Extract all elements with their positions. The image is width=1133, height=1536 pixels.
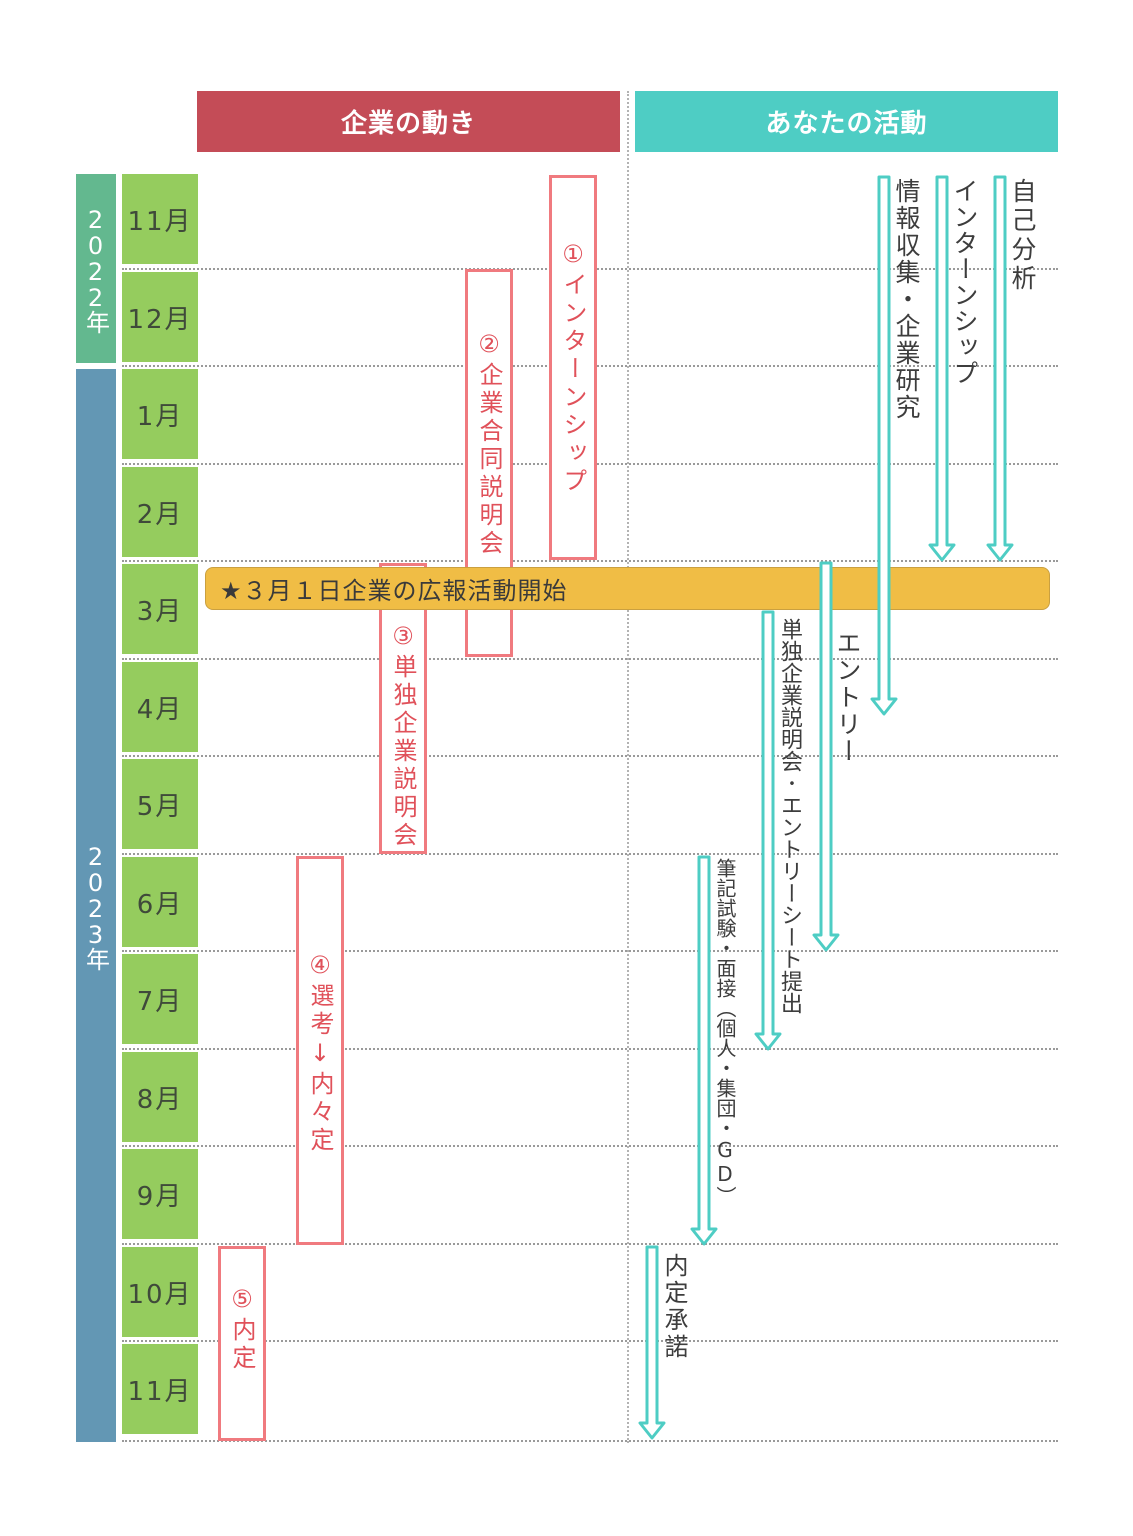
- column-divider: [627, 91, 629, 1443]
- month-cell: 3月: [122, 564, 198, 654]
- row-divider: [122, 1340, 1058, 1342]
- row-divider: [122, 950, 1058, 952]
- briefing-es-arrow-icon: [754, 610, 782, 1051]
- month-cell: 8月: [122, 1052, 198, 1142]
- month-cell: 5月: [122, 759, 198, 849]
- activity-self-analysis: 自己分析: [1008, 178, 1037, 294]
- row-divider: [122, 1440, 1058, 1442]
- company-step-internship: ①インターンシップ: [549, 175, 597, 560]
- row-divider: [122, 755, 1058, 757]
- exam-arrow-icon: [690, 855, 718, 1246]
- internship-arrow-icon: [928, 175, 956, 562]
- company-step-offer: ⑤内定: [218, 1246, 266, 1441]
- row-divider: [122, 1048, 1058, 1050]
- month-cell: 4月: [122, 662, 198, 752]
- row-divider: [122, 853, 1058, 855]
- month-cell: 2月: [122, 467, 198, 557]
- pr-start-banner: ★３月１日企業の広報活動開始: [205, 567, 1050, 610]
- entry-arrow-icon: [812, 561, 840, 952]
- company-step-selection: ④選考↓内々定: [296, 856, 344, 1245]
- row-divider: [122, 560, 1058, 562]
- month-cell: 6月: [122, 857, 198, 947]
- self-analysis-arrow-icon: [986, 175, 1014, 562]
- research-arrow-icon: [870, 175, 898, 716]
- activity-internship: インターンシップ: [950, 178, 979, 386]
- activity-entry: エントリー: [833, 630, 862, 765]
- year-2022: 2022年: [76, 174, 116, 363]
- month-cell: 11月: [122, 1344, 198, 1434]
- accept-offer-arrow-icon: [638, 1245, 666, 1440]
- activity-header: あなたの活動: [635, 91, 1058, 152]
- activity-accept-offer: 内定承諾: [660, 1253, 688, 1361]
- row-divider: [122, 1145, 1058, 1147]
- month-cell: 11月: [122, 174, 198, 264]
- activity-exam-interview: 筆記試験・面接（個人・集団・GD）: [713, 858, 737, 1206]
- month-cell: 10月: [122, 1247, 198, 1337]
- row-divider: [122, 658, 1058, 660]
- month-cell: 9月: [122, 1149, 198, 1239]
- month-cell: 12月: [122, 272, 198, 362]
- month-cell: 1月: [122, 369, 198, 459]
- year-2023: 2023年: [76, 369, 116, 1442]
- company-step-individual-briefing: ③単独企業説明会: [379, 563, 427, 854]
- company-header: 企業の動き: [197, 91, 620, 152]
- month-cell: 7月: [122, 954, 198, 1044]
- activity-research: 情報収集・企業研究: [892, 178, 921, 421]
- row-divider: [122, 1243, 1058, 1245]
- activity-briefing-es: 単独企業説明会･エントリーシート提出: [777, 618, 802, 1014]
